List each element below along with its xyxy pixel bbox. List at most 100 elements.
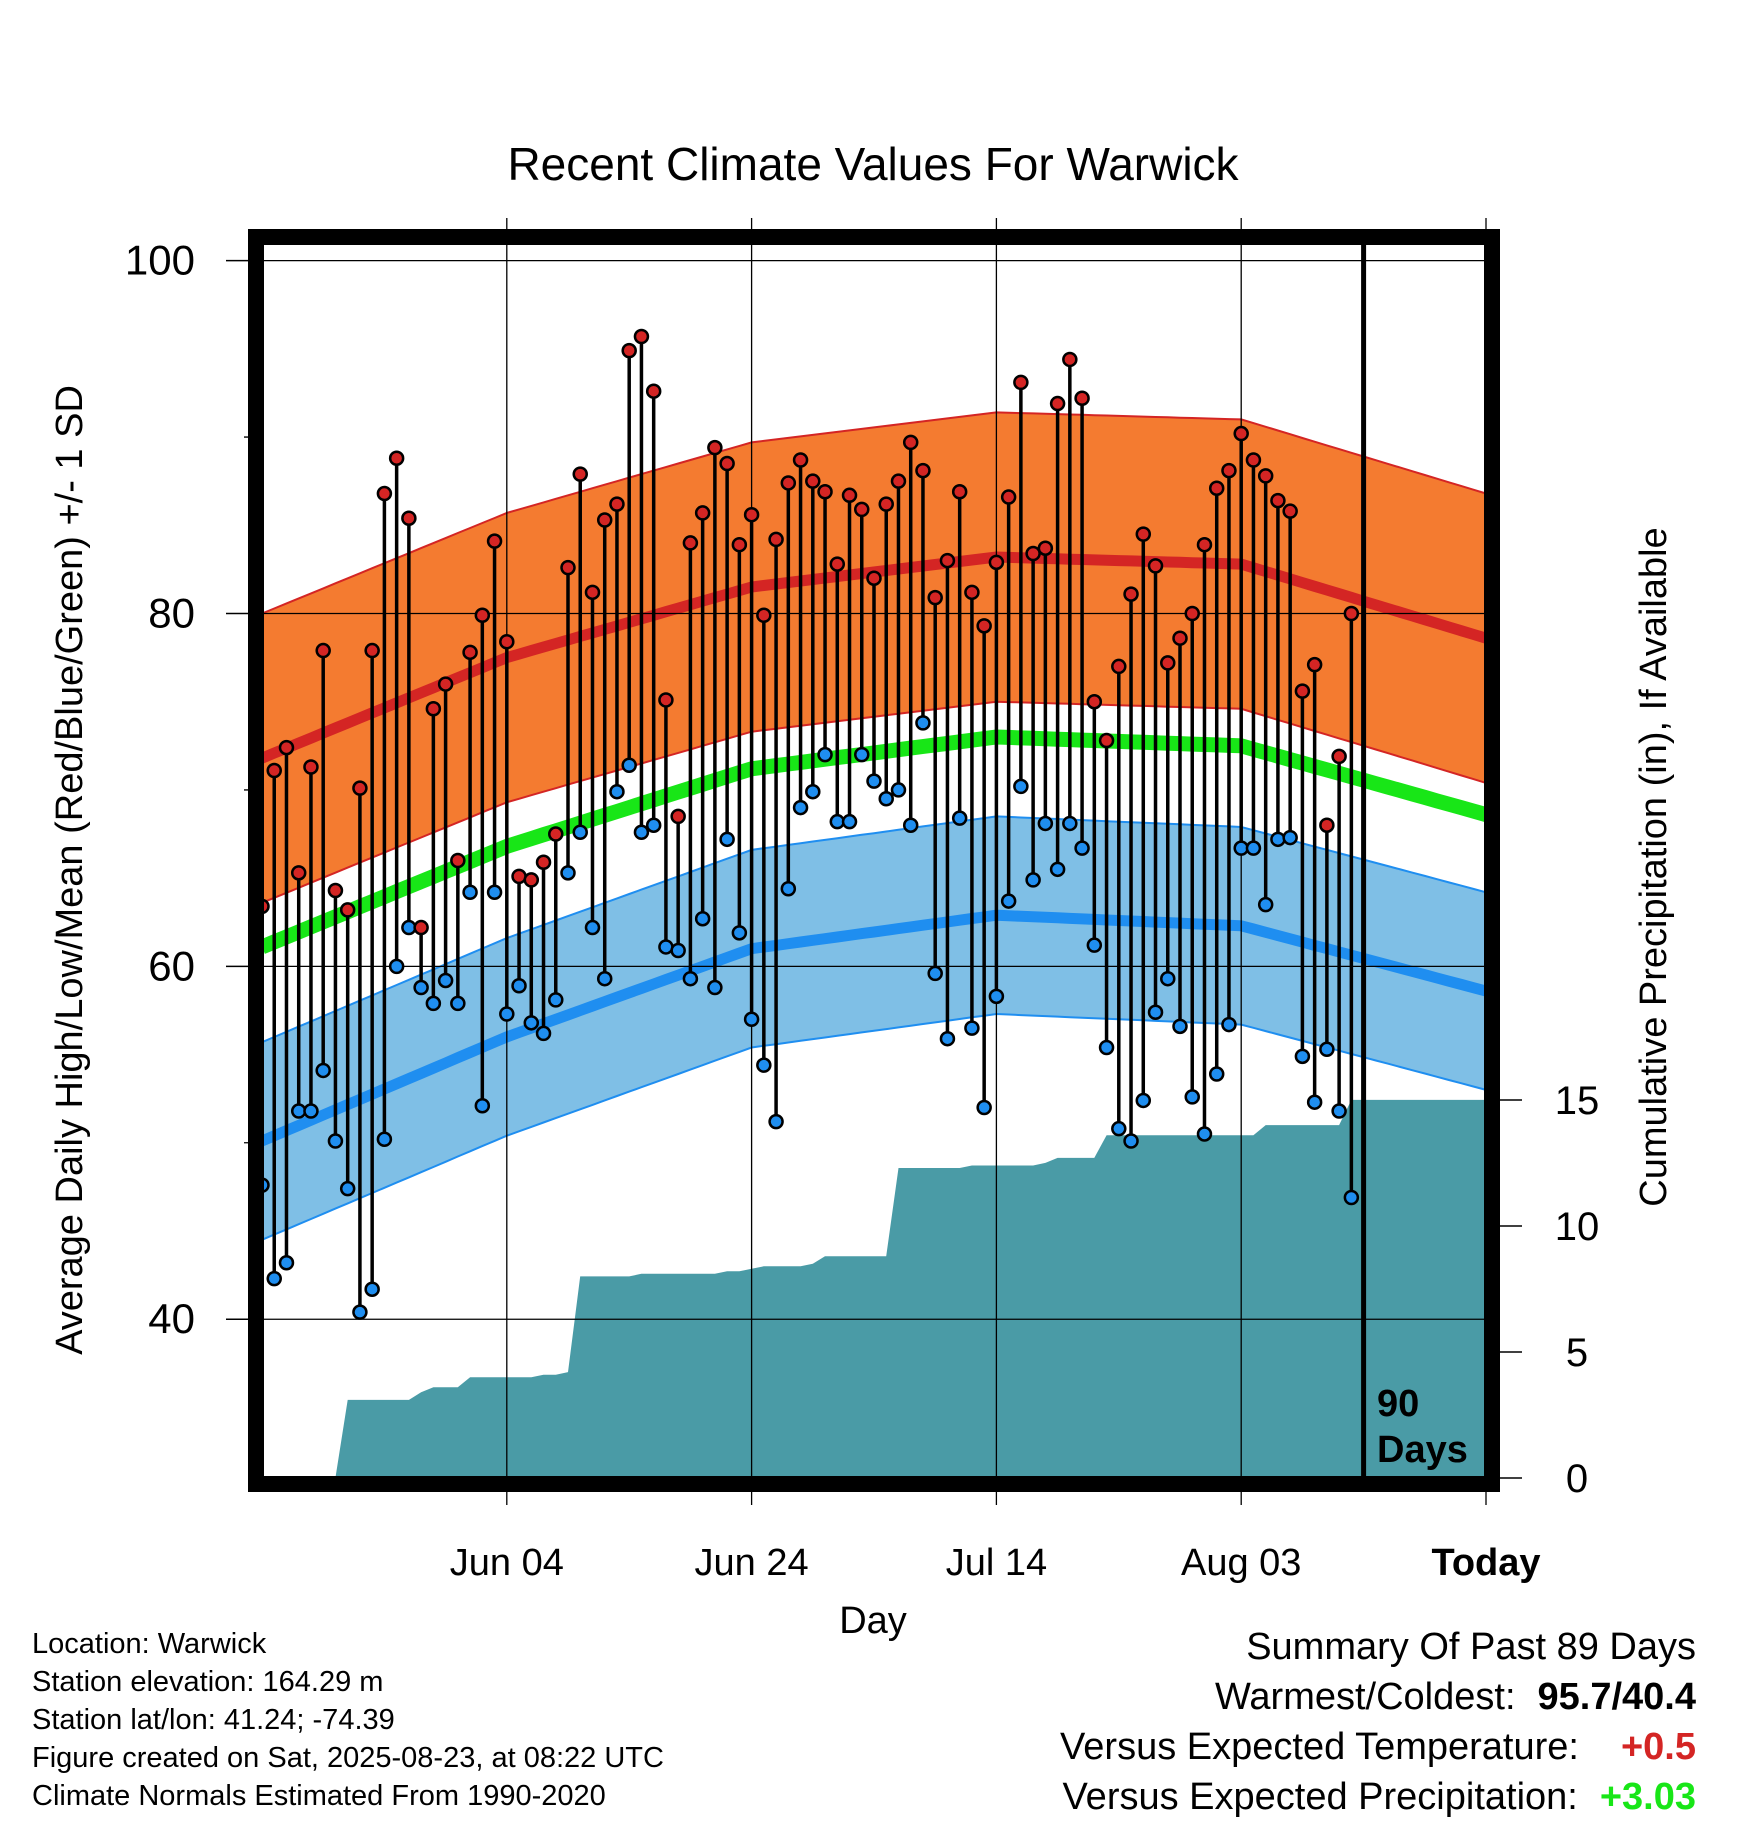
high-point <box>1062 351 1078 368</box>
high-point <box>633 328 650 345</box>
low-point <box>964 1020 980 1036</box>
x-tick-label: Today <box>1431 1542 1540 1584</box>
summary-panel: Summary Of Past 89 Days Warmest/Coldest:… <box>1060 1622 1696 1822</box>
high-point <box>1184 605 1200 622</box>
high-point <box>1074 390 1090 407</box>
high-point <box>621 342 637 359</box>
low-point <box>1000 893 1017 909</box>
low-point <box>817 746 833 763</box>
low-point <box>315 1062 331 1079</box>
low-point <box>1306 1094 1323 1110</box>
high-point <box>352 780 368 796</box>
y2-axis-label: Cumulative Precipitation (in), If Availa… <box>1633 527 1675 1206</box>
high-point <box>1196 536 1213 553</box>
precip-area <box>262 1099 1486 1478</box>
high-point <box>915 462 931 479</box>
chart-text: Recent Climate Values For Warwick Day Av… <box>49 138 1675 1642</box>
latlon-text: Station lat/lon: 41.24; -74.39 <box>32 1704 395 1736</box>
low-point <box>450 995 466 1012</box>
low-point <box>633 824 650 841</box>
low-point <box>878 791 894 807</box>
low-point <box>1111 1120 1127 1137</box>
high-point <box>339 902 356 918</box>
low-point <box>425 995 442 1012</box>
high-point <box>964 584 980 601</box>
high-point <box>1135 526 1152 542</box>
low-point <box>1196 1126 1213 1142</box>
high-point <box>927 589 943 606</box>
low-point <box>266 1270 282 1287</box>
low-point <box>768 1113 784 1130</box>
low-point <box>303 1103 319 1119</box>
low-point <box>915 715 931 731</box>
high-point <box>315 642 331 659</box>
y-tick-label: 60 <box>148 942 195 989</box>
high-point <box>1037 540 1054 556</box>
low-point <box>1343 1189 1360 1206</box>
chart-title: Recent Climate Values For Warwick <box>507 138 1239 190</box>
high-point <box>474 607 491 624</box>
y-tick-label: 40 <box>148 1295 195 1342</box>
high-point <box>780 475 797 491</box>
low-point <box>1086 937 1103 953</box>
low-point <box>1013 778 1029 795</box>
low-point <box>560 865 576 881</box>
high-point <box>707 439 723 456</box>
low-point <box>1221 1016 1237 1033</box>
high-point <box>731 536 748 553</box>
plot-border <box>248 229 1500 1492</box>
high-point <box>327 882 344 899</box>
low-point <box>596 970 613 987</box>
low-point <box>841 813 858 830</box>
high-point <box>511 868 527 885</box>
x-tick-label: Jun 04 <box>450 1542 564 1584</box>
high-point <box>548 826 564 842</box>
high-point <box>645 383 662 399</box>
warmest-coldest-row: Warmest/Coldest: 95.7/40.4 <box>1060 1672 1696 1722</box>
high-point <box>1245 452 1262 468</box>
precip-departure-value: +3.03 <box>1599 1776 1696 1818</box>
high-point <box>401 510 417 526</box>
high-point <box>1294 683 1311 699</box>
low-point <box>927 965 943 982</box>
low-point <box>1319 1041 1335 1058</box>
high-point <box>939 552 956 569</box>
high-point <box>1282 503 1298 519</box>
high-point <box>1160 655 1176 671</box>
high-point <box>854 501 870 518</box>
low-point <box>535 1025 552 1042</box>
low-point <box>413 979 429 996</box>
x-tick-label: Jun 24 <box>695 1542 809 1584</box>
low-point <box>694 910 711 927</box>
high-point <box>523 872 540 888</box>
days-unit-label: Days <box>1377 1429 1468 1471</box>
y-axis-label: Average Daily High/Low/Mean (Red/Blue/Gr… <box>49 385 91 1355</box>
high-point <box>792 452 809 468</box>
high-point <box>902 434 919 451</box>
low-point <box>486 884 503 901</box>
low-point <box>1184 1089 1200 1105</box>
low-point <box>670 942 686 959</box>
low-point <box>1160 970 1176 987</box>
high-point <box>1147 558 1164 574</box>
low-point <box>988 988 1005 1005</box>
high-point <box>1025 545 1041 562</box>
low-point <box>682 970 699 987</box>
precip-departure-row: Versus Expected Precipitation: +3.03 <box>1060 1772 1696 1822</box>
low-point <box>327 1133 344 1149</box>
high-point <box>658 692 674 708</box>
temp-departure-row: Versus Expected Temperature: +0.5 <box>1060 1722 1696 1772</box>
high-point <box>768 531 784 548</box>
high-point <box>584 584 601 601</box>
high-point <box>1123 586 1139 602</box>
low-point <box>511 978 527 994</box>
high-point <box>670 808 686 825</box>
low-point <box>951 810 968 826</box>
y2-tick-label: 5 <box>1566 1331 1588 1375</box>
high-point <box>1049 395 1066 412</box>
low-point <box>1172 1018 1188 1035</box>
low-point <box>1270 831 1286 848</box>
low-point <box>645 817 662 833</box>
high-point <box>413 919 429 936</box>
low-point <box>1074 840 1090 856</box>
